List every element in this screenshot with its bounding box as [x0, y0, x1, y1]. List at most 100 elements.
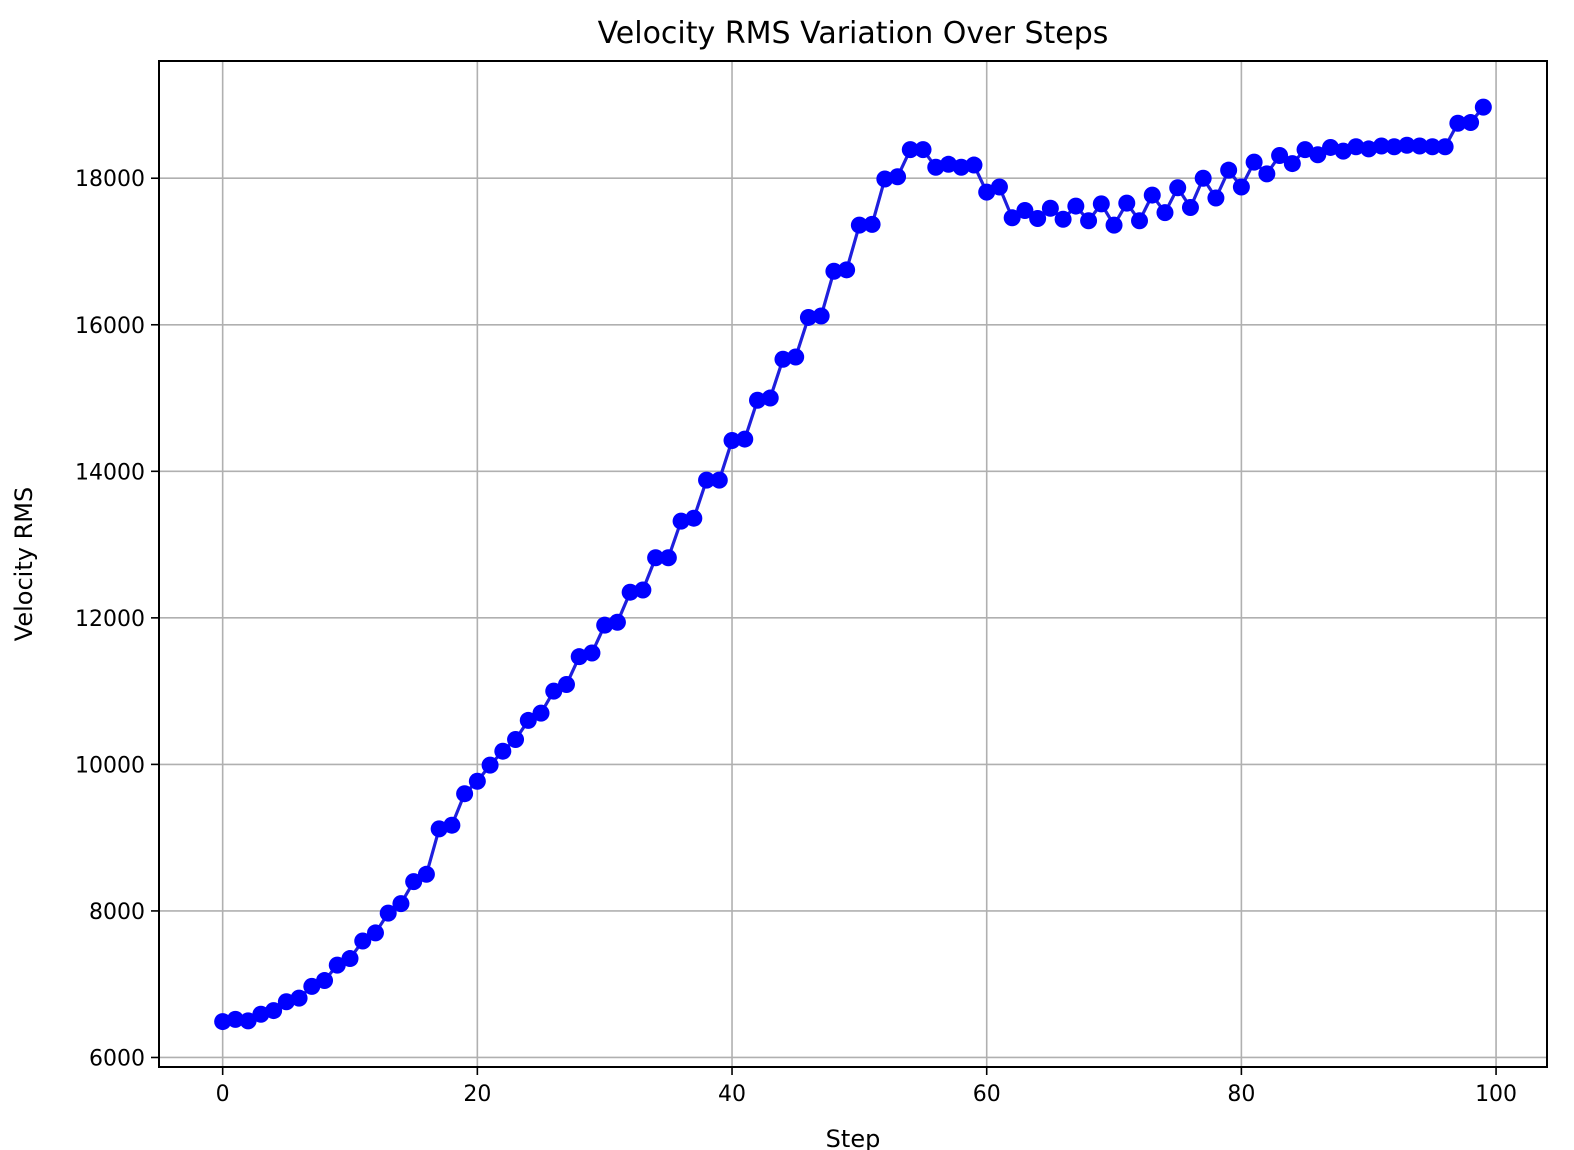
- data-point: [430, 820, 448, 838]
- data-point: [1105, 216, 1123, 234]
- data-point: [812, 307, 830, 325]
- data-point: [557, 676, 575, 694]
- x-tick-label: 40: [718, 1082, 746, 1107]
- data-point: [1181, 199, 1199, 217]
- data-point: [1462, 114, 1480, 132]
- data-point: [901, 141, 919, 159]
- data-point: [1449, 114, 1467, 132]
- data-point: [405, 873, 423, 891]
- data-point: [239, 1012, 257, 1030]
- data-point: [494, 742, 512, 760]
- data-point: [1194, 169, 1212, 187]
- data-point: [799, 308, 817, 326]
- data-point: [1411, 137, 1429, 155]
- data-point: [226, 1010, 244, 1028]
- data-point: [1423, 138, 1441, 156]
- x-tick-label: 20: [463, 1082, 491, 1107]
- data-point: [507, 730, 525, 748]
- y-tick-label: 8000: [89, 900, 145, 925]
- data-point: [710, 471, 728, 489]
- data-point: [366, 924, 384, 942]
- data-point: [1398, 136, 1416, 154]
- data-point: [1029, 210, 1047, 228]
- series-line: [222, 106, 1485, 1024]
- data-point: [316, 972, 334, 990]
- data-point: [532, 704, 550, 722]
- y-tick-label: 10000: [75, 753, 145, 778]
- data-point: [952, 158, 970, 176]
- data-point: [1271, 147, 1289, 165]
- data-point: [1436, 138, 1454, 156]
- data-point: [914, 141, 932, 159]
- data-point: [1372, 137, 1390, 155]
- plot-frame: [158, 60, 1548, 1068]
- data-point: [354, 932, 372, 950]
- data-point: [1232, 178, 1250, 196]
- data-point: [1474, 98, 1492, 116]
- data-point: [1169, 179, 1187, 197]
- data-point: [838, 261, 856, 279]
- data-series: [214, 98, 1492, 1031]
- y-tick-label: 14000: [75, 460, 145, 485]
- data-point: [672, 512, 690, 530]
- data-point: [392, 895, 410, 913]
- y-tick-label: 18000: [75, 167, 145, 192]
- data-point: [685, 509, 703, 527]
- data-point: [608, 613, 626, 631]
- data-point: [1080, 212, 1098, 230]
- data-point: [379, 904, 397, 922]
- data-point: [265, 1002, 283, 1020]
- data-point: [1283, 155, 1301, 173]
- data-point: [1296, 141, 1314, 159]
- data-point: [1003, 209, 1021, 227]
- data-point: [876, 170, 894, 188]
- data-point: [481, 756, 499, 774]
- x-axis-label: Step: [826, 1125, 881, 1150]
- data-point: [1220, 161, 1238, 179]
- y-tick-label: 6000: [89, 1046, 145, 1071]
- data-point: [1309, 146, 1327, 164]
- data-point: [1245, 153, 1263, 171]
- data-point: [748, 391, 766, 409]
- data-point: [1016, 201, 1034, 219]
- chart-title: Velocity RMS Variation Over Steps: [598, 16, 1109, 51]
- data-point: [850, 216, 868, 234]
- x-tick-label: 0: [216, 1082, 230, 1107]
- data-point: [723, 432, 741, 450]
- data-point: [863, 215, 881, 233]
- data-point: [214, 1013, 232, 1031]
- y-tick-label: 16000: [75, 314, 145, 339]
- data-point: [1156, 204, 1174, 222]
- data-point: [596, 616, 614, 634]
- x-tick-label: 80: [1227, 1082, 1255, 1107]
- data-point: [1360, 140, 1378, 158]
- data-point: [277, 993, 295, 1011]
- data-point: [774, 350, 792, 368]
- data-point: [1207, 189, 1225, 207]
- data-point: [1118, 194, 1136, 212]
- data-point: [940, 155, 958, 173]
- data-point: [634, 581, 652, 599]
- data-point: [417, 865, 435, 883]
- data-point: [647, 549, 665, 567]
- data-point: [978, 183, 996, 201]
- data-point: [889, 168, 907, 186]
- x-tick-label: 100: [1475, 1082, 1517, 1107]
- data-point: [1131, 212, 1149, 230]
- data-point: [570, 648, 588, 666]
- data-point: [621, 583, 639, 601]
- y-axis-label: Velocity RMS: [10, 487, 38, 641]
- data-point: [545, 682, 563, 700]
- data-point: [290, 989, 308, 1007]
- data-point: [341, 950, 359, 968]
- data-point: [1143, 186, 1161, 204]
- data-point: [328, 956, 346, 974]
- data-point: [659, 549, 677, 567]
- data-point: [1385, 138, 1403, 156]
- grid-lines: [159, 61, 1547, 1067]
- data-point: [927, 158, 945, 176]
- data-point: [736, 430, 754, 448]
- data-point: [787, 348, 805, 366]
- data-point: [1092, 195, 1110, 213]
